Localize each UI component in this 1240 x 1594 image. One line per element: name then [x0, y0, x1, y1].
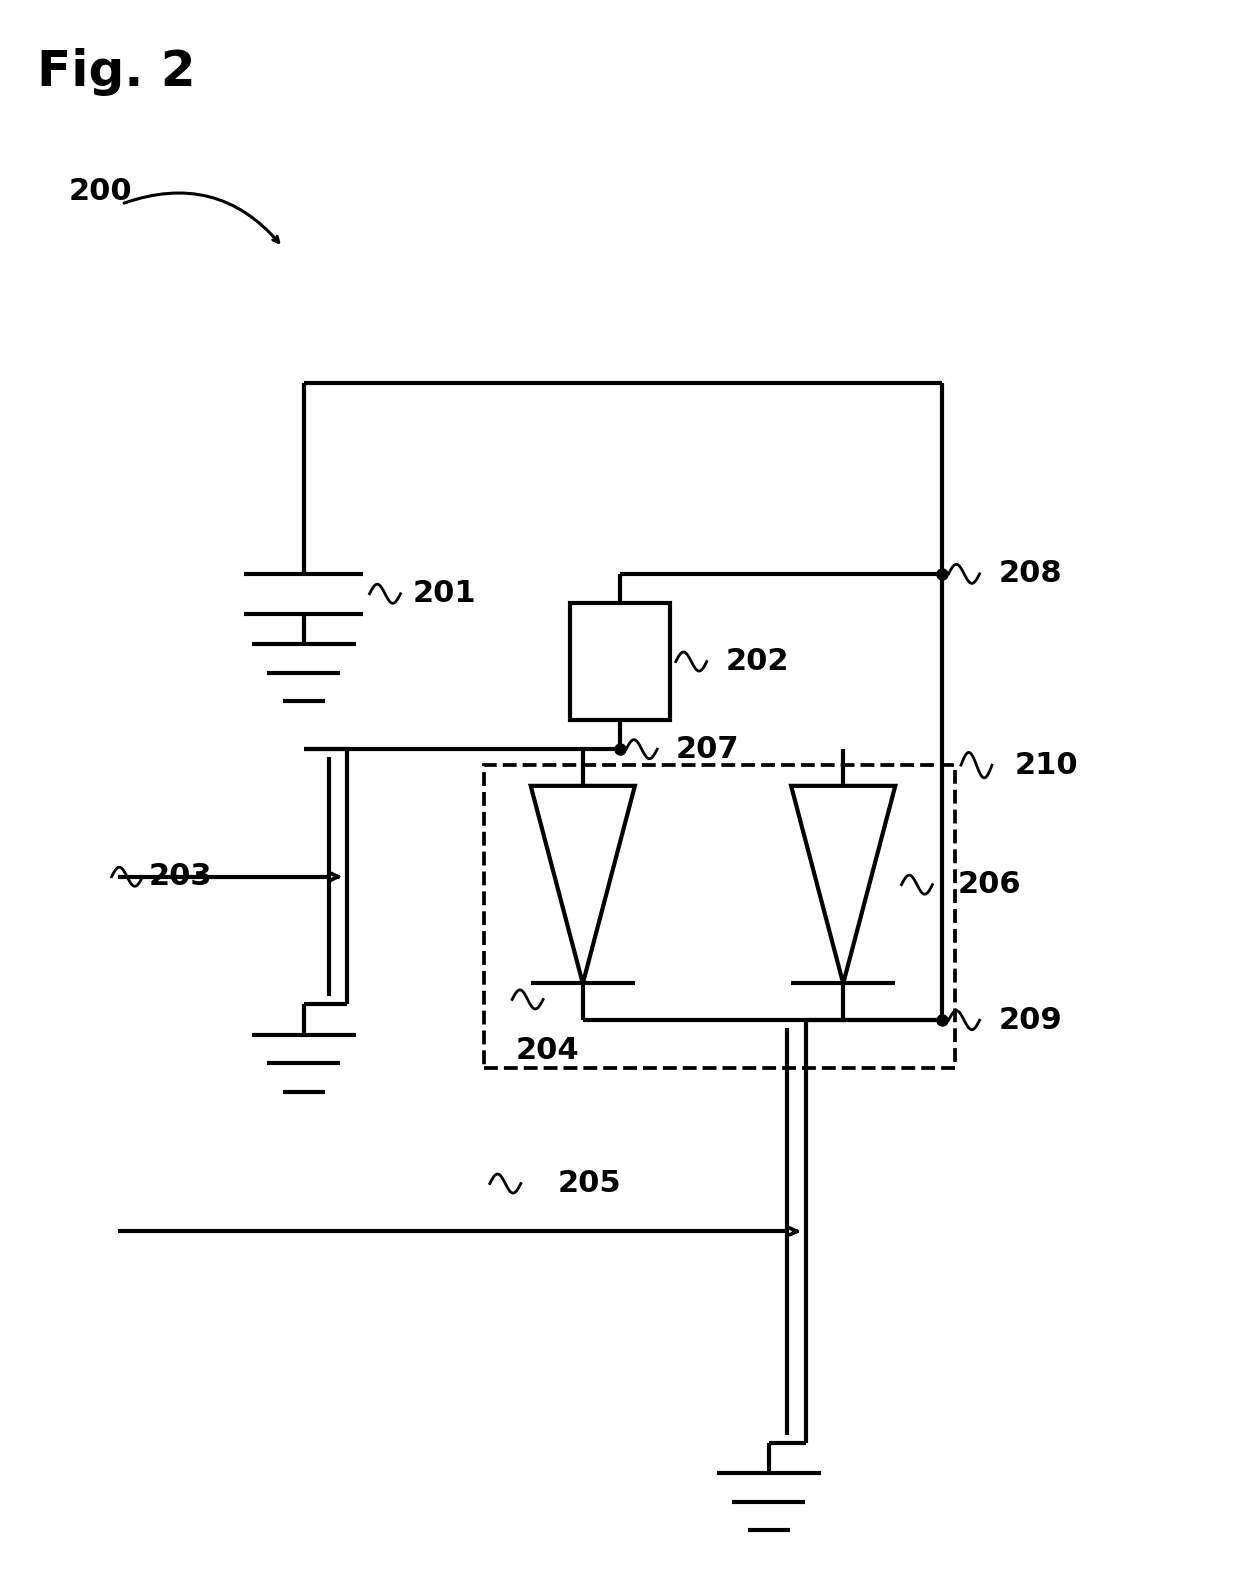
Text: 205: 205	[558, 1168, 621, 1199]
Text: Fig. 2: Fig. 2	[37, 48, 196, 96]
Text: 208: 208	[998, 559, 1061, 588]
Polygon shape	[531, 786, 635, 983]
Bar	[484, 765, 955, 1068]
Text: 204: 204	[516, 1036, 579, 1065]
Polygon shape	[791, 786, 895, 983]
Text: 206: 206	[957, 870, 1021, 899]
Text: 209: 209	[998, 1006, 1061, 1035]
Text: 202: 202	[725, 647, 789, 676]
Text: 201: 201	[413, 579, 476, 609]
Text: 203: 203	[149, 862, 212, 891]
Bar	[570, 603, 670, 720]
Text: 210: 210	[1014, 751, 1078, 779]
Text: 200: 200	[68, 177, 131, 206]
Text: 207: 207	[676, 735, 739, 764]
